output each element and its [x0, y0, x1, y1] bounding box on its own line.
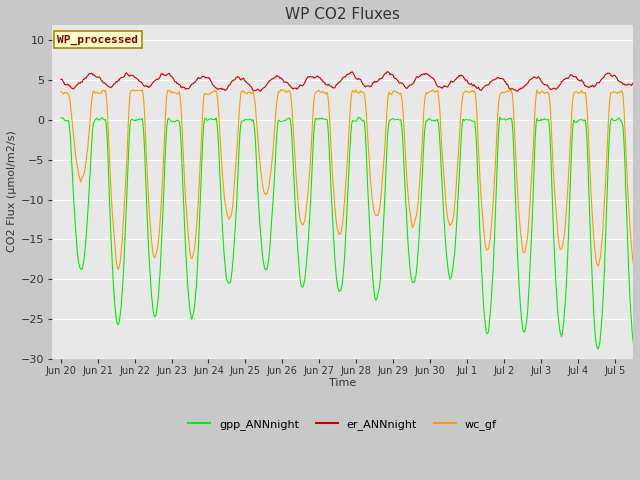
- Legend: gpp_ANNnight, er_ANNnight, wc_gf: gpp_ANNnight, er_ANNnight, wc_gf: [183, 414, 501, 434]
- Text: WP_processed: WP_processed: [58, 35, 138, 45]
- Title: WP CO2 Fluxes: WP CO2 Fluxes: [285, 7, 400, 22]
- X-axis label: Time: Time: [329, 378, 356, 388]
- Y-axis label: CO2 Flux (μmol/m2/s): CO2 Flux (μmol/m2/s): [7, 131, 17, 252]
